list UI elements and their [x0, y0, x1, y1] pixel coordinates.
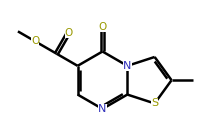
Text: O: O: [65, 27, 73, 38]
Text: N: N: [123, 61, 131, 71]
Text: S: S: [151, 98, 158, 108]
Text: O: O: [98, 22, 107, 32]
Text: N: N: [98, 104, 107, 114]
Text: O: O: [31, 36, 39, 46]
